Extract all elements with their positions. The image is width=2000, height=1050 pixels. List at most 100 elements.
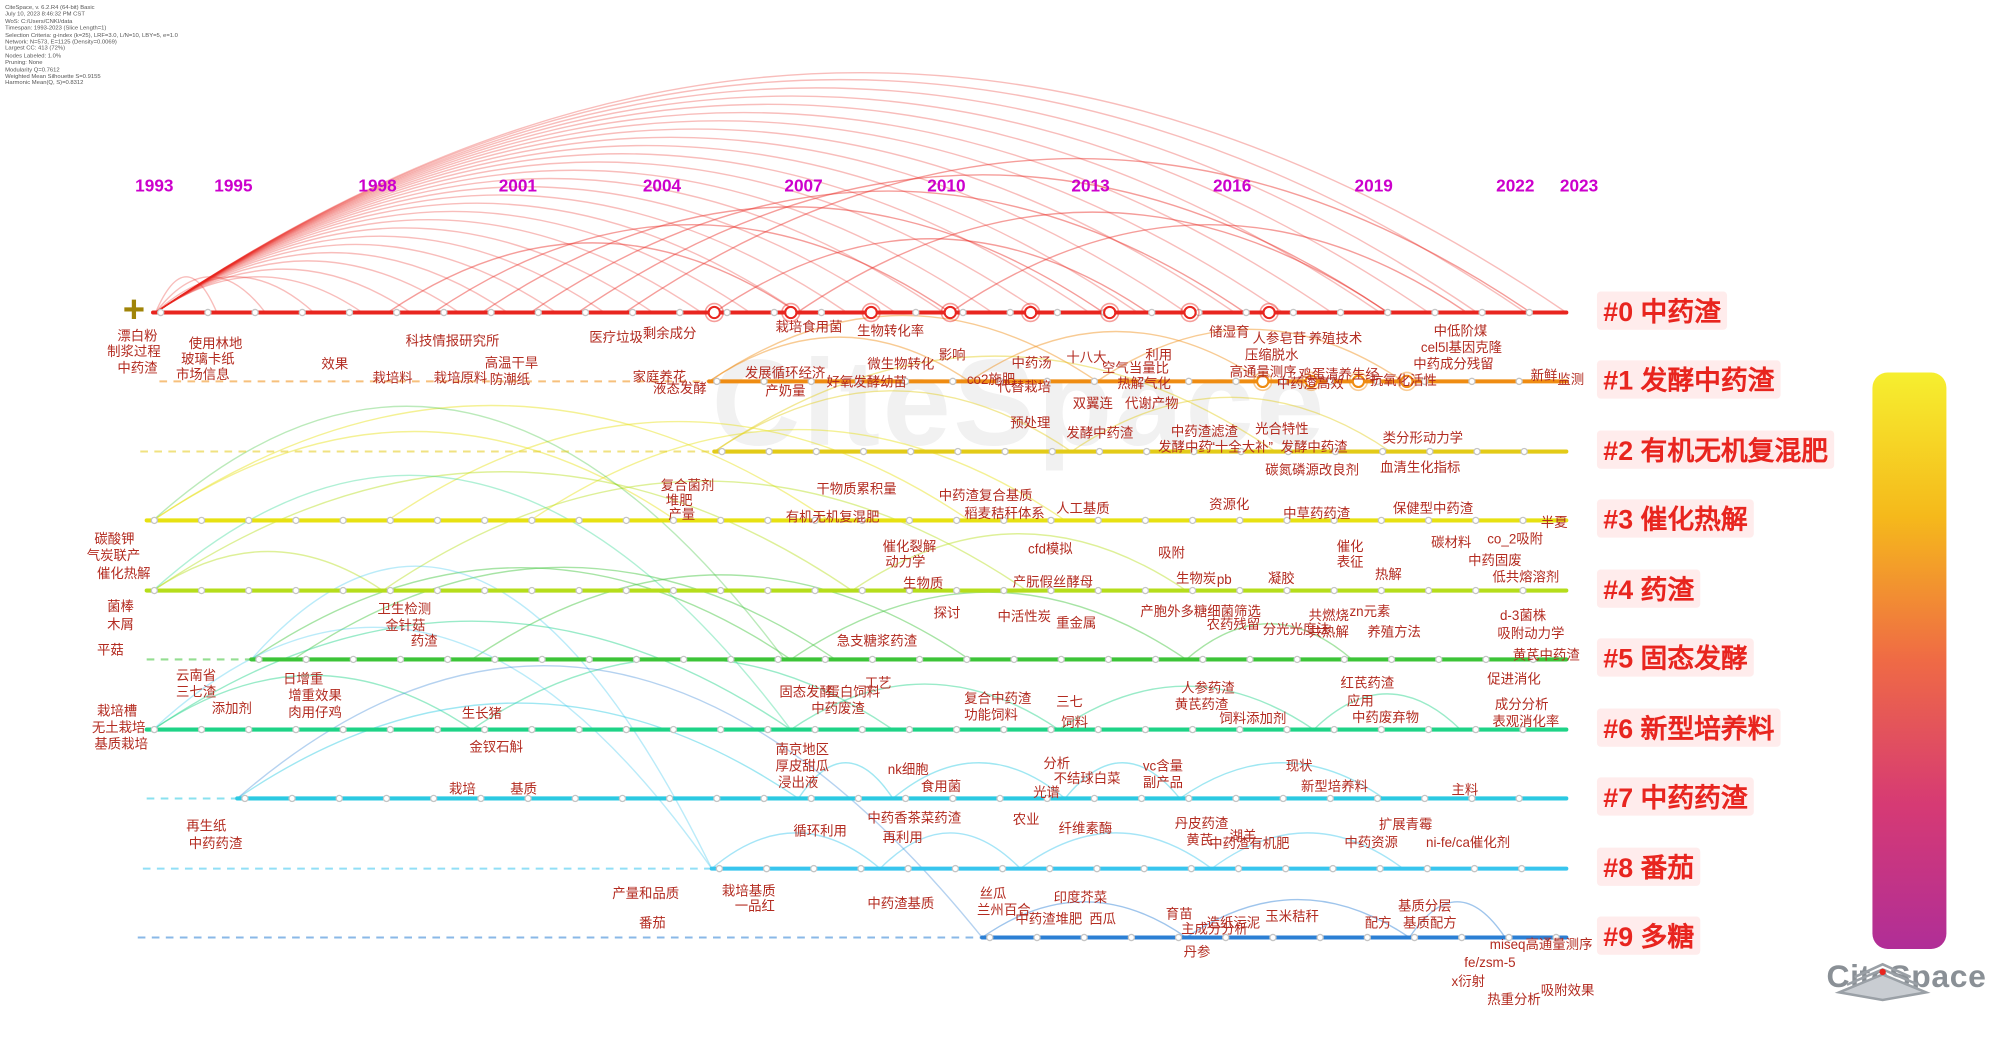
citation-arc[interactable] — [481, 206, 1104, 314]
timeline-node[interactable] — [858, 725, 866, 734]
timeline-node[interactable] — [1187, 864, 1196, 873]
timeline-node[interactable] — [1424, 586, 1433, 595]
timeline-node[interactable] — [905, 586, 914, 595]
citation-arc[interactable] — [155, 202, 799, 314]
timeline-node[interactable] — [1090, 794, 1099, 803]
timeline-node[interactable] — [716, 586, 725, 595]
timeline-node[interactable] — [954, 447, 962, 456]
timeline-node[interactable] — [1329, 864, 1337, 873]
timeline-node[interactable] — [1185, 794, 1193, 803]
timeline-node[interactable] — [774, 655, 782, 664]
burst-node[interactable] — [1183, 305, 1197, 320]
timeline-node[interactable] — [1482, 655, 1490, 664]
timeline-node[interactable] — [339, 586, 347, 595]
timeline-node[interactable] — [1458, 933, 1466, 942]
timeline-node[interactable] — [1283, 725, 1291, 734]
citation-arc[interactable] — [155, 227, 654, 314]
timeline-node[interactable] — [810, 864, 818, 873]
timeline-node[interactable] — [197, 586, 206, 595]
timeline-node[interactable] — [1326, 377, 1335, 386]
timeline-node[interactable] — [716, 516, 725, 525]
citation-arc[interactable] — [1058, 685, 1315, 731]
timeline-node[interactable] — [1519, 516, 1527, 525]
timeline-node[interactable] — [1424, 516, 1433, 525]
timeline-node[interactable] — [1033, 933, 1041, 942]
timeline-node[interactable] — [868, 655, 877, 664]
timeline-node[interactable] — [905, 725, 914, 734]
timeline-node[interactable] — [1237, 447, 1245, 456]
timeline-node[interactable] — [386, 516, 395, 525]
timeline-node[interactable] — [1426, 447, 1434, 456]
timeline-node[interactable] — [292, 725, 300, 734]
timeline-node[interactable] — [907, 447, 915, 456]
timeline-node[interactable] — [1234, 864, 1243, 873]
timeline-node[interactable] — [1222, 933, 1230, 942]
timeline-node[interactable] — [949, 794, 957, 803]
timeline-node[interactable] — [1000, 516, 1008, 525]
timeline-node[interactable] — [480, 586, 489, 595]
timeline-node[interactable] — [1185, 377, 1193, 386]
timeline-node[interactable] — [1472, 725, 1480, 734]
citation-arc[interactable] — [155, 120, 1284, 314]
burst-node[interactable] — [1023, 305, 1038, 320]
timeline-node[interactable] — [1080, 933, 1088, 942]
timeline-node[interactable] — [959, 308, 967, 317]
timeline-node[interactable] — [1006, 308, 1014, 317]
timeline-node[interactable] — [1515, 377, 1523, 386]
timeline-node[interactable] — [1043, 794, 1051, 803]
timeline-node[interactable] — [760, 794, 768, 803]
citation-arc[interactable] — [152, 474, 792, 731]
timeline-node[interactable] — [628, 308, 637, 317]
burst-node[interactable] — [784, 305, 798, 320]
timeline-node[interactable] — [1421, 794, 1429, 803]
citation-arc[interactable] — [713, 238, 1149, 314]
timeline-node[interactable] — [807, 794, 815, 803]
citation-arc[interactable] — [236, 702, 799, 800]
citation-arc[interactable] — [155, 219, 702, 314]
timeline-node[interactable] — [676, 308, 684, 317]
timeline-node[interactable] — [524, 794, 532, 803]
timeline-node[interactable] — [1552, 933, 1560, 942]
citation-arc[interactable] — [155, 95, 1429, 314]
timeline-node[interactable] — [1336, 308, 1345, 317]
timeline-node[interactable] — [1242, 308, 1250, 317]
timeline-node[interactable] — [1232, 377, 1240, 386]
timeline-node[interactable] — [575, 516, 583, 525]
citation-arc[interactable] — [433, 224, 951, 314]
citation-arc[interactable] — [1071, 396, 1391, 453]
timeline-node[interactable] — [904, 864, 912, 873]
timeline-node[interactable] — [952, 516, 961, 525]
cluster-label-0[interactable]: #0 中药渣 — [1596, 291, 1728, 330]
citation-arc[interactable] — [1408, 901, 1506, 938]
cluster-label-2[interactable]: #2 有机无机复混肥 — [1596, 430, 1835, 469]
timeline-node[interactable] — [480, 725, 489, 734]
citation-arc[interactable] — [155, 78, 1526, 314]
citation-arc[interactable] — [155, 87, 1478, 314]
timeline-node[interactable] — [255, 655, 263, 664]
timeline-node[interactable] — [951, 864, 960, 873]
timeline-node[interactable] — [1525, 308, 1534, 317]
timeline-node[interactable] — [1236, 586, 1244, 595]
citation-arc[interactable] — [713, 355, 1276, 453]
timeline-node[interactable] — [245, 516, 253, 525]
timeline-node[interactable] — [1094, 516, 1102, 525]
citation-arc[interactable] — [968, 330, 1264, 382]
timeline-node[interactable] — [1090, 377, 1099, 386]
citation-arc[interactable] — [152, 620, 792, 731]
timeline-node[interactable] — [1330, 586, 1338, 595]
timeline-node[interactable] — [1283, 516, 1291, 525]
timeline-node[interactable] — [1435, 655, 1443, 664]
timeline-node[interactable] — [575, 725, 583, 734]
citation-arc[interactable] — [624, 157, 1531, 314]
timeline-node[interactable] — [1431, 308, 1439, 317]
timeline-node[interactable] — [150, 516, 159, 525]
timeline-node[interactable] — [986, 933, 994, 942]
timeline-node[interactable] — [528, 586, 536, 595]
citation-arc[interactable] — [155, 194, 848, 314]
timeline-node[interactable] — [386, 586, 395, 595]
timeline-node[interactable] — [760, 377, 768, 386]
burst-node[interactable] — [864, 305, 878, 320]
burst-node[interactable] — [707, 305, 721, 320]
timeline-node[interactable] — [812, 447, 821, 456]
citation-arc[interactable] — [1096, 328, 1404, 382]
